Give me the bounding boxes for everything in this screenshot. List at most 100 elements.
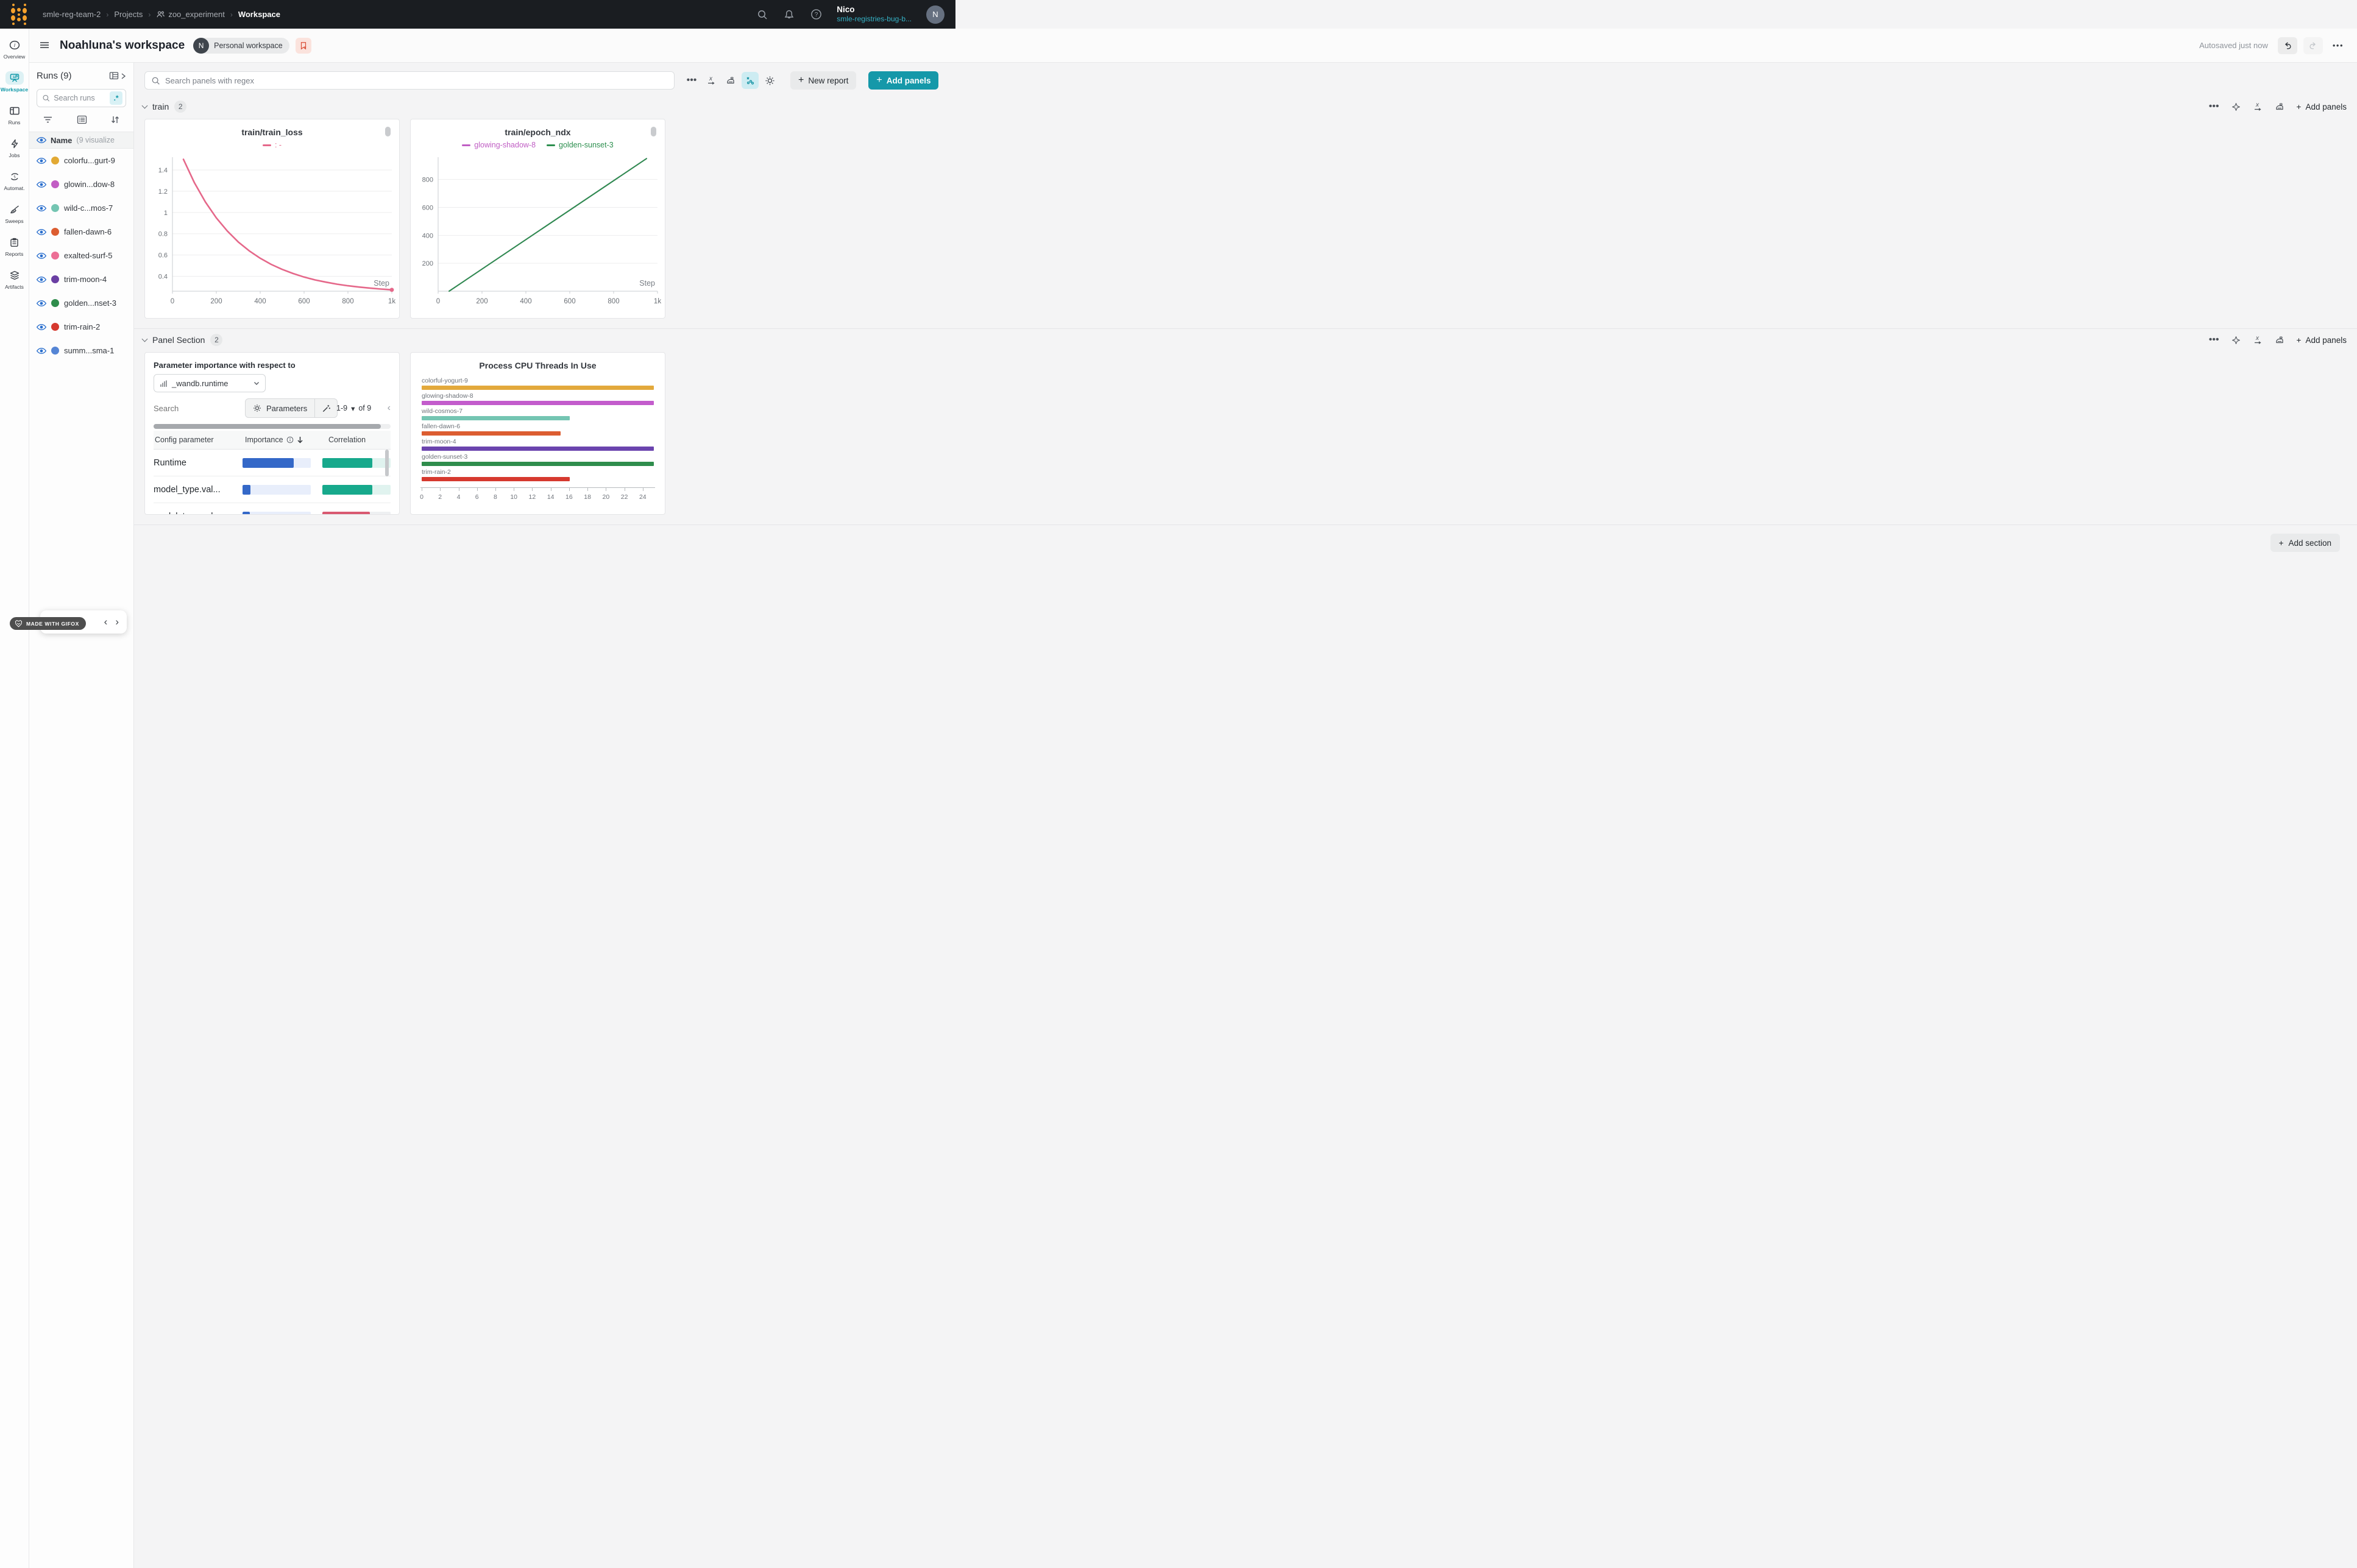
- more-icon[interactable]: •••: [2209, 101, 2219, 112]
- help-icon[interactable]: ?: [810, 9, 822, 21]
- section-title[interactable]: train: [152, 102, 169, 111]
- undo-icon[interactable]: [2278, 37, 2297, 54]
- breadcrumb-projects[interactable]: Projects: [114, 10, 143, 19]
- panel-settings-icon[interactable]: [2275, 335, 2284, 345]
- breadcrumb-project[interactable]: zoo_experiment: [156, 10, 225, 19]
- section-count-badge: 2: [210, 334, 222, 346]
- bookmark-x-icon[interactable]: [296, 38, 311, 54]
- panel-settings-icon[interactable]: [722, 72, 739, 89]
- chevron-left-icon[interactable]: ‹: [388, 403, 391, 414]
- team-icon: [156, 10, 165, 19]
- param-table-row[interactable]: model_type.val...: [154, 503, 391, 515]
- param-table-row[interactable]: model_type.val...: [154, 476, 391, 503]
- section-title[interactable]: Panel Section: [152, 335, 205, 345]
- x-axis-icon[interactable]: x: [703, 72, 720, 89]
- param-table-row[interactable]: Runtime: [154, 450, 391, 476]
- run-list-item[interactable]: trim-moon-4: [29, 267, 133, 291]
- panel-cpu-threads-chart[interactable]: Process CPU Threads In Use colorful-yogu…: [410, 352, 665, 515]
- drag-handle[interactable]: [385, 127, 391, 136]
- visibility-eye-icon[interactable]: [37, 323, 46, 331]
- x-axis-icon[interactable]: x: [2253, 335, 2263, 345]
- run-color-dot: [51, 228, 59, 236]
- search-icon[interactable]: [756, 9, 768, 21]
- sparkle-icon[interactable]: [2231, 102, 2241, 111]
- sidebar-item-jobs[interactable]: Jobs: [0, 137, 29, 158]
- svg-text:0: 0: [171, 298, 174, 305]
- metric-select-dropdown[interactable]: _wandb.runtime: [154, 374, 266, 392]
- cpu-bar-row: fallen-dawn-6: [411, 423, 665, 436]
- run-list-item[interactable]: summ...sma-1: [29, 339, 133, 362]
- run-list-item[interactable]: glowin...dow-8: [29, 172, 133, 196]
- runs-search-input[interactable]: [54, 94, 106, 102]
- horizontal-scrollbar[interactable]: [154, 424, 391, 429]
- x-axis-icon[interactable]: x: [2253, 102, 2263, 111]
- visibility-eye-icon[interactable]: [37, 300, 46, 307]
- add-section-button[interactable]: + Add section: [2270, 534, 2340, 552]
- sidebar-item-reports[interactable]: Reports: [0, 236, 29, 257]
- run-name: golden...nset-3: [64, 298, 116, 308]
- sparkle-icon[interactable]: [2231, 336, 2241, 345]
- runs-table-toggle[interactable]: [109, 71, 126, 81]
- sidebar-item-runs[interactable]: Runs: [0, 104, 29, 125]
- sidebar-item-overview[interactable]: i Overview: [0, 38, 29, 60]
- filter-icon[interactable]: [43, 115, 53, 124]
- panel-parameter-importance[interactable]: Parameter importance with respect to _wa…: [144, 352, 400, 515]
- redo-icon[interactable]: [2303, 37, 2323, 54]
- menu-icon[interactable]: [39, 40, 51, 52]
- notifications-bell-icon[interactable]: [783, 9, 795, 21]
- new-report-button[interactable]: + New report: [790, 71, 856, 90]
- run-list-item[interactable]: golden...nset-3: [29, 291, 133, 315]
- param-search-input[interactable]: [154, 404, 221, 413]
- panel-train-loss-chart[interactable]: train/train_loss : - 0.40.60.811.21.4020…: [144, 119, 400, 319]
- prev-page-icon[interactable]: ‹: [102, 616, 110, 628]
- next-page-icon[interactable]: ›: [113, 616, 121, 628]
- visibility-eye-icon[interactable]: [37, 228, 46, 236]
- sidebar-item-workspace[interactable]: Workspace: [0, 71, 29, 93]
- chevron-down-icon[interactable]: [142, 103, 148, 109]
- drag-handle[interactable]: [651, 127, 656, 136]
- add-panels-button[interactable]: + Add panels: [868, 71, 938, 90]
- column-config-parameter[interactable]: Config parameter: [155, 436, 245, 444]
- sidebar-item-sweeps[interactable]: Sweeps: [0, 203, 29, 224]
- info-icon[interactable]: [286, 436, 294, 443]
- wandb-logo[interactable]: [11, 4, 27, 25]
- user-menu[interactable]: Nico smle-registries-bug-b...: [837, 5, 912, 24]
- visibility-eye-icon[interactable]: [37, 347, 46, 355]
- run-list-item[interactable]: trim-rain-2: [29, 315, 133, 339]
- panel-search-input[interactable]: [165, 76, 668, 85]
- run-list-item[interactable]: wild-c...mos-7: [29, 196, 133, 220]
- param-pagination[interactable]: 1-9▾ of 9: [336, 404, 371, 413]
- sort-icon[interactable]: [110, 115, 120, 124]
- run-list-item[interactable]: fallen-dawn-6: [29, 220, 133, 244]
- parameters-button[interactable]: Parameters: [246, 399, 314, 417]
- gear-icon[interactable]: [761, 72, 778, 89]
- visibility-eye-icon[interactable]: [37, 252, 46, 260]
- run-list-item[interactable]: exalted-surf-5: [29, 244, 133, 267]
- run-list-item[interactable]: colorfu...gurt-9: [29, 149, 133, 172]
- section-add-panels-button[interactable]: + Add panels: [2297, 102, 2347, 111]
- sidebar-item-artifacts[interactable]: Artifacts: [0, 269, 29, 290]
- user-avatar[interactable]: N: [926, 5, 945, 24]
- more-icon[interactable]: •••: [2209, 334, 2219, 345]
- runs-name-column-header[interactable]: Name (9 visualize: [29, 132, 133, 149]
- regex-toggle[interactable]: .*: [110, 91, 122, 105]
- user-org-link[interactable]: smle-registries-bug-b...: [837, 15, 912, 24]
- visibility-eye-icon[interactable]: [37, 157, 46, 164]
- more-icon[interactable]: •••: [683, 72, 700, 89]
- column-correlation[interactable]: Correlation: [328, 436, 366, 444]
- visibility-eye-icon[interactable]: [37, 276, 46, 283]
- chevron-down-icon[interactable]: [142, 336, 148, 342]
- visibility-eye-icon[interactable]: [37, 181, 46, 188]
- visibility-eye-icon[interactable]: [37, 205, 46, 212]
- group-list-icon[interactable]: [77, 115, 87, 124]
- section-add-panels-button[interactable]: + Add panels: [2297, 336, 2347, 345]
- sidebar-item-automations[interactable]: Automat.: [0, 170, 29, 191]
- breadcrumb-team[interactable]: smle-reg-team-2: [43, 10, 101, 19]
- scatter-icon[interactable]: [742, 72, 759, 89]
- more-icon[interactable]: •••: [2329, 38, 2347, 52]
- magic-wand-icon[interactable]: [315, 399, 337, 417]
- column-importance[interactable]: Importance: [245, 436, 327, 444]
- vertical-scrollbar[interactable]: [385, 450, 389, 476]
- panel-epoch-ndx-chart[interactable]: train/epoch_ndx glowing-shadow-8golden-s…: [410, 119, 665, 319]
- panel-settings-icon[interactable]: [2275, 102, 2284, 111]
